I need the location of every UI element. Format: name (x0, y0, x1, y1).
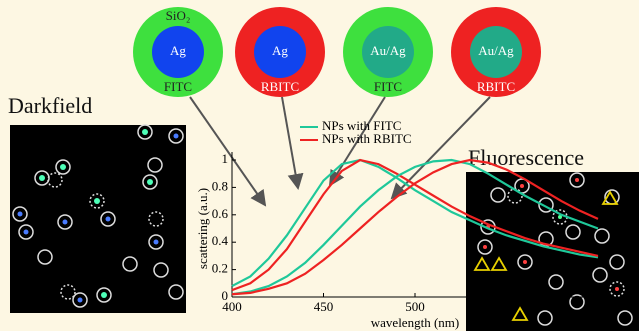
core-label: Au/Ag (370, 43, 406, 58)
y-tick-label: 0.6 (212, 206, 229, 221)
darkfield-image (10, 125, 186, 313)
x-tick-label: 550 (497, 299, 517, 314)
x-tick-label: 450 (314, 299, 334, 314)
x-tick-label: 600 (588, 299, 608, 314)
shell-label: SiO₂ (166, 8, 191, 23)
dye-label: FITC (374, 79, 402, 94)
particle: SiO₂ Ag FITC (133, 7, 223, 97)
y-tick-label: 0.8 (212, 178, 228, 193)
y-tick-label: 0.2 (212, 261, 228, 276)
legend-label: NPs with RBITC (322, 131, 412, 146)
y-tick-label: 1 (222, 151, 229, 166)
y-tick-label: 0.4 (212, 233, 229, 248)
x-tick-label: 400 (222, 299, 242, 314)
particle: Au/Ag FITC (343, 7, 433, 97)
dye-label: RBITC (261, 79, 299, 94)
figure: SiO₂ Ag FITC Ag RBITC Au/Ag FITC Au/Ag R… (0, 0, 639, 331)
particle: Ag RBITC (235, 7, 325, 97)
core-label: Ag (272, 43, 288, 58)
y-axis-label: scattering (a.u.) (195, 188, 210, 269)
dye-label: RBITC (477, 79, 515, 94)
panel-title: Darkfield (8, 93, 92, 118)
page: SiO₂ Ag FITC Ag RBITC Au/Ag FITC Au/Ag R… (0, 0, 639, 331)
panel-title: Fluorescence (468, 145, 584, 170)
dye-label: FITC (164, 79, 192, 94)
arrows (190, 97, 490, 205)
x-tick-label: 500 (405, 299, 425, 314)
particle: Au/Ag RBITC (451, 7, 541, 97)
core-label: Ag (170, 43, 186, 58)
x-axis-label: wavelength (nm) (371, 315, 459, 330)
core-label: Au/Ag (478, 43, 514, 58)
